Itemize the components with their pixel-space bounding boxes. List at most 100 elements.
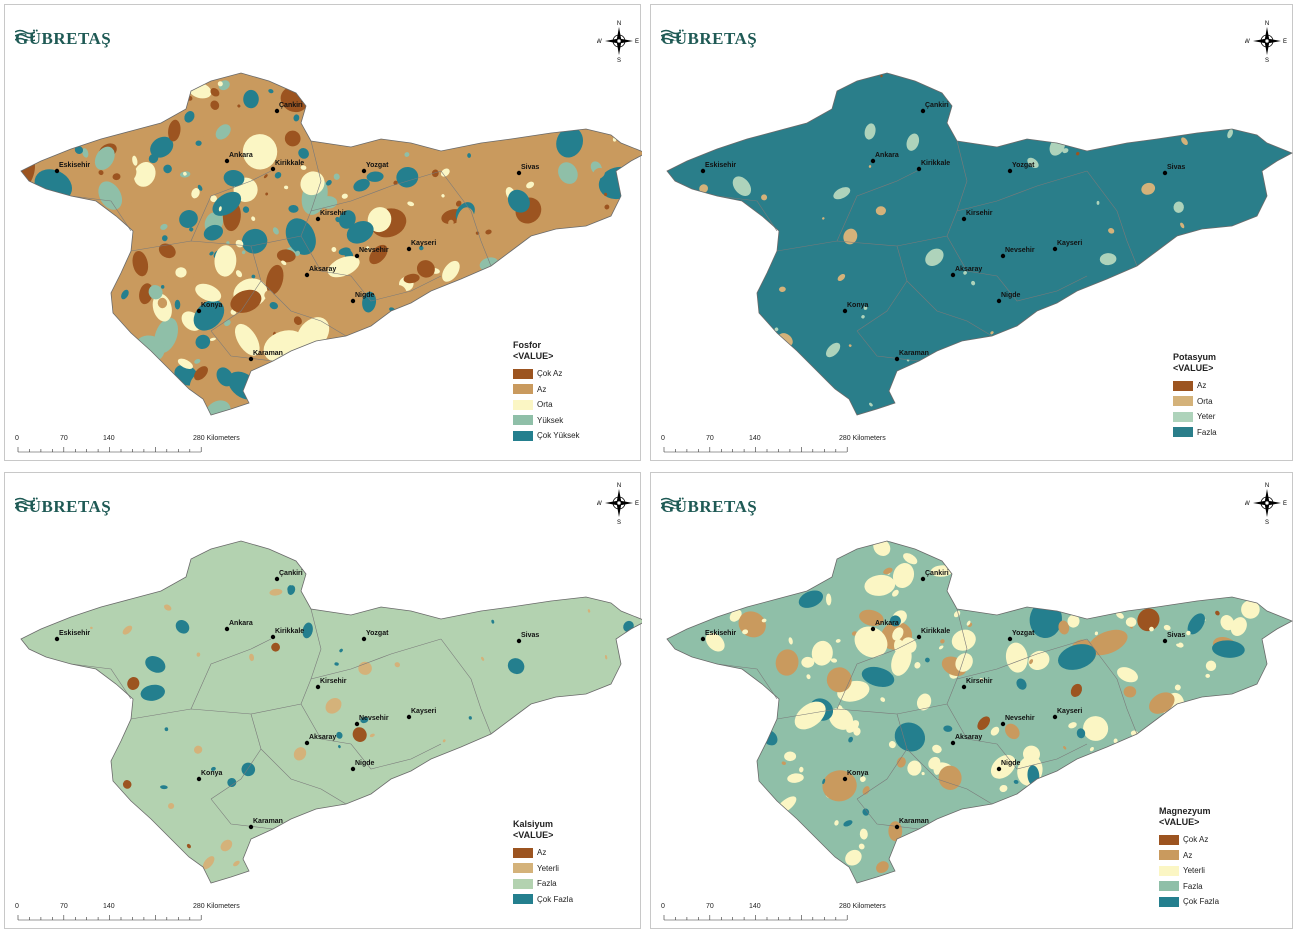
city-label: Konya (847, 770, 869, 777)
scale-tick-label: 280 Kilometers (193, 903, 240, 910)
city-label: Eskisehir (59, 630, 90, 637)
north-arrow-icon: N S W E (597, 481, 641, 525)
value-patch (1076, 728, 1086, 739)
value-patch (1096, 200, 1100, 205)
value-patch (1212, 640, 1245, 658)
district-boundary (250, 170, 442, 247)
legend-label: Çok Fazla (537, 894, 574, 904)
city-label: Yozgat (366, 630, 389, 637)
region-outline (20, 540, 642, 884)
scale-tick-label: 70 (706, 435, 714, 442)
brand-name: GÜBRETAŞ (15, 29, 112, 48)
legend-swatch (513, 863, 533, 874)
value-patch (1137, 608, 1160, 632)
brand-name: GÜBRETAŞ (661, 497, 758, 516)
legend: Magnezyum <VALUE> Çok Az Az Yeterli Fazla Çok … (1159, 806, 1219, 910)
gubretas-logo: GÜBRETAŞ (15, 497, 111, 517)
city-marker (842, 308, 848, 314)
legend-label: Çok Yüksek (537, 431, 580, 441)
value-patch (360, 716, 369, 724)
value-patch (431, 169, 439, 178)
city-marker (1000, 253, 1006, 259)
city-marker (196, 776, 202, 782)
city-label: Kirikkale (275, 160, 304, 167)
value-patch (263, 174, 268, 179)
value-patch (214, 245, 237, 277)
value-patch (287, 585, 292, 592)
legend-label: Orta (537, 400, 553, 410)
value-patch (191, 188, 200, 199)
value-patch (1220, 615, 1235, 631)
city-label: Sivas (1167, 632, 1185, 639)
value-patch (1062, 148, 1069, 154)
value-patch (284, 130, 301, 147)
value-patch (507, 658, 525, 675)
legend-item: Orta (513, 397, 580, 413)
value-patch (1181, 137, 1188, 146)
value-patch (1174, 684, 1181, 691)
value-patch (1094, 631, 1099, 636)
value-patch (175, 267, 187, 278)
value-patch (223, 169, 245, 187)
scale-tick-label: 0 (15, 903, 19, 910)
legend-item: Az (513, 382, 580, 398)
value-patch (485, 229, 492, 235)
compass-n-label: N (1265, 21, 1269, 27)
scale-tick-label: 70 (60, 435, 68, 442)
value-patch (1095, 640, 1100, 644)
legend-item: Yüksek (513, 413, 580, 429)
city-marker (54, 168, 60, 174)
value-patch (990, 726, 1000, 736)
value-patch (284, 185, 289, 190)
value-patch (1005, 642, 1028, 673)
legend-swatch (513, 878, 533, 889)
legend-swatch (513, 415, 533, 426)
legend-title: Magnezyum (1159, 806, 1211, 816)
value-patch (336, 731, 343, 739)
map-canvas: Çankiri Ankara Kirikkale Eskisehir Yozgat Siv… (666, 540, 1293, 884)
value-patch (846, 720, 860, 733)
value-patch (220, 839, 233, 852)
district-boundary (260, 280, 347, 337)
value-patch (167, 270, 174, 278)
map-panel-kalsiyum: GÜBRETAŞ Çankiri Ankara Kirikkale Eskisehir… (4, 472, 642, 929)
value-patch (1089, 746, 1094, 752)
map-canvas: Çankiri Ankara Kirikkale Eskisehir Yozgat Siv… (20, 540, 642, 884)
value-patch (826, 342, 841, 358)
city-label: Eskisehir (59, 162, 90, 169)
district-boundary (440, 170, 492, 267)
city-marker (406, 246, 412, 252)
value-patch (1113, 738, 1118, 744)
value-patch (160, 285, 165, 289)
value-patch (788, 637, 793, 645)
value-patch (226, 241, 230, 245)
compass-w-label: W (597, 39, 602, 45)
city-marker (304, 272, 310, 278)
value-patch (990, 754, 1016, 779)
value-patch (87, 186, 98, 194)
value-patch (914, 662, 921, 669)
city-marker (920, 108, 926, 114)
value-patch (861, 666, 895, 687)
compass-e-label: E (635, 39, 639, 45)
value-patch (891, 645, 912, 676)
value-patch (507, 189, 530, 213)
district-boundary (856, 798, 920, 830)
value-patch (195, 334, 211, 350)
legend-label: Az (1197, 381, 1207, 391)
district-boundary (906, 748, 993, 805)
value-patch (271, 642, 281, 652)
legend-swatch (513, 399, 533, 410)
value-patch (193, 300, 225, 331)
scale-tick-label: 70 (60, 903, 68, 910)
value-patch (210, 100, 220, 110)
value-patch (943, 725, 953, 732)
value-patch (293, 747, 307, 761)
value-patch (1186, 630, 1191, 636)
city-label: Karaman (253, 350, 283, 357)
city-marker (996, 766, 1002, 772)
district-boundary (776, 708, 908, 800)
city-label: Aksaray (955, 734, 982, 741)
value-patch (331, 247, 337, 252)
legend-item: Çok Yüksek (513, 428, 580, 444)
